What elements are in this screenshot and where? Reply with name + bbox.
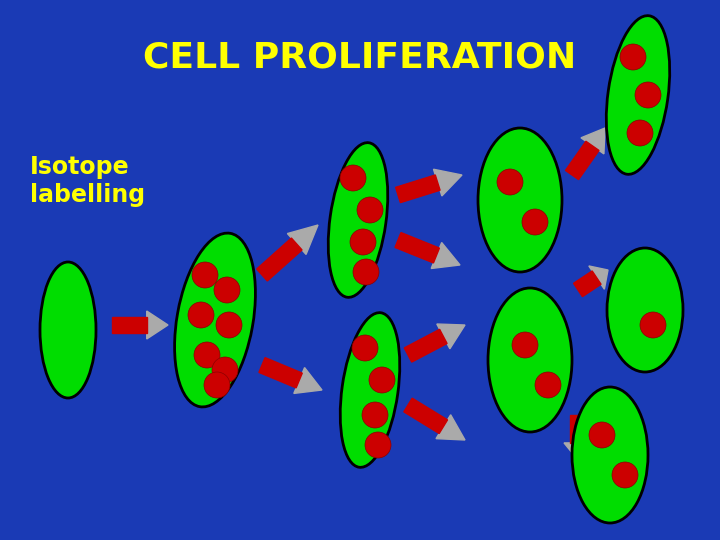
Polygon shape (294, 368, 322, 394)
Circle shape (214, 277, 240, 303)
Circle shape (627, 120, 653, 146)
Polygon shape (431, 242, 460, 268)
Circle shape (352, 335, 378, 361)
Circle shape (353, 259, 379, 285)
Polygon shape (436, 415, 465, 440)
Circle shape (192, 262, 218, 288)
Polygon shape (574, 271, 601, 296)
Circle shape (640, 312, 666, 338)
Circle shape (535, 372, 561, 398)
Polygon shape (287, 225, 318, 254)
Polygon shape (437, 324, 465, 349)
Circle shape (635, 82, 661, 108)
Polygon shape (147, 311, 168, 339)
Circle shape (369, 367, 395, 393)
Circle shape (612, 462, 638, 488)
Polygon shape (404, 398, 448, 434)
Ellipse shape (174, 233, 256, 407)
Circle shape (350, 229, 376, 255)
Ellipse shape (478, 128, 562, 272)
Ellipse shape (328, 143, 388, 298)
Ellipse shape (572, 387, 648, 523)
Circle shape (497, 169, 523, 195)
Circle shape (620, 44, 646, 70)
Polygon shape (404, 329, 447, 362)
Polygon shape (112, 317, 147, 333)
Polygon shape (589, 266, 608, 289)
Text: Isotope
labelling: Isotope labelling (30, 155, 145, 207)
Circle shape (188, 302, 214, 328)
Circle shape (212, 357, 238, 383)
Circle shape (589, 422, 615, 448)
Circle shape (365, 432, 391, 458)
Circle shape (357, 197, 383, 223)
Polygon shape (581, 128, 605, 154)
Ellipse shape (488, 288, 572, 432)
Polygon shape (256, 238, 302, 281)
Polygon shape (564, 443, 592, 460)
Polygon shape (395, 233, 439, 263)
Polygon shape (395, 175, 440, 202)
Polygon shape (565, 141, 599, 180)
Circle shape (362, 402, 388, 428)
Circle shape (216, 312, 242, 338)
Circle shape (194, 342, 220, 368)
Text: CELL PROLIFERATION: CELL PROLIFERATION (143, 40, 577, 74)
Circle shape (522, 209, 548, 235)
Ellipse shape (607, 248, 683, 372)
Ellipse shape (40, 262, 96, 398)
Ellipse shape (606, 16, 670, 174)
Circle shape (204, 372, 230, 398)
Circle shape (512, 332, 538, 358)
Polygon shape (433, 169, 462, 196)
Polygon shape (259, 357, 302, 388)
Circle shape (340, 165, 366, 191)
Ellipse shape (341, 313, 400, 467)
Polygon shape (570, 415, 586, 443)
